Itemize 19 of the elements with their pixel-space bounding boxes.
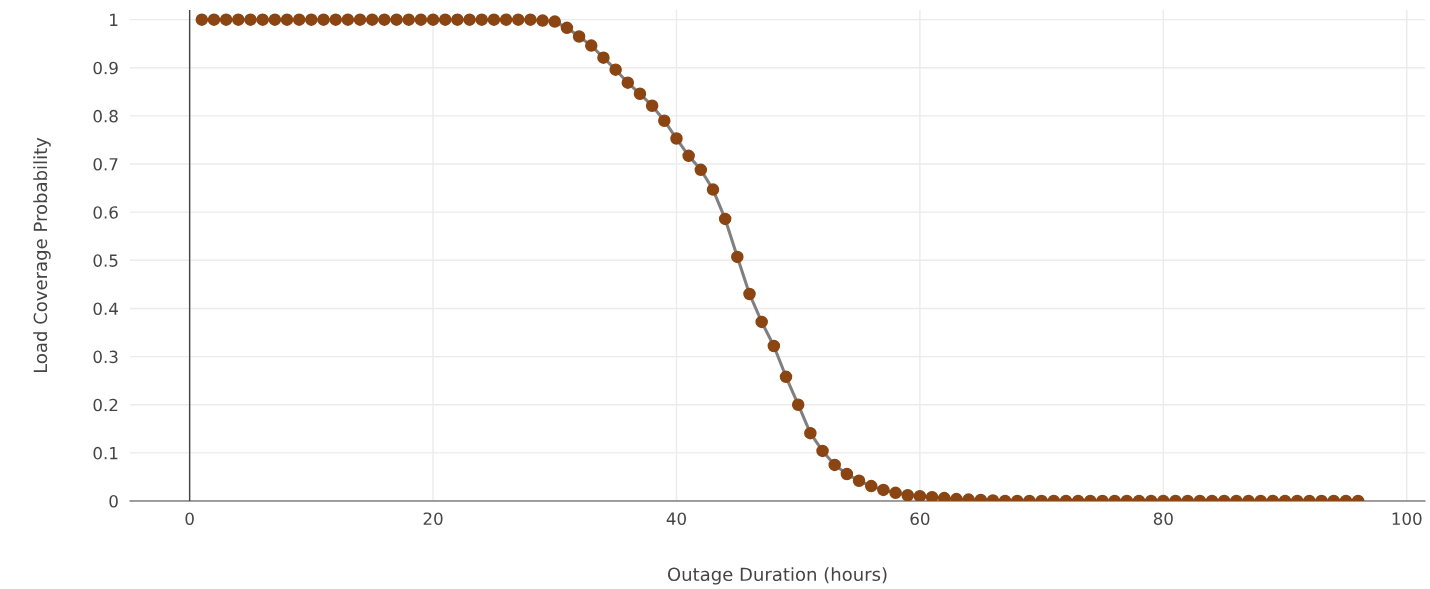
y-tick-label: 0.1 — [93, 446, 118, 460]
x-tick-label: 40 — [666, 512, 686, 526]
y-tick-label: 0.2 — [93, 398, 118, 412]
y-tick-label: 0.4 — [93, 302, 118, 316]
x-tick-label: 80 — [1153, 512, 1173, 526]
y-tick-label: 0.9 — [93, 61, 118, 75]
x-axis-title: Outage Duration (hours) — [667, 567, 887, 585]
y-tick-label: 0.7 — [93, 158, 118, 171]
y-axis-title: Load Coverage Probability — [33, 137, 51, 373]
x-tick-label: 0 — [185, 512, 194, 526]
x-tick-label: 100 — [1392, 512, 1422, 526]
y-tick-label: 0 — [109, 494, 118, 508]
x-tick-label: 20 — [423, 512, 443, 526]
y-tick-label: 0.8 — [93, 109, 118, 123]
y-tick-label: 0.5 — [93, 254, 118, 267]
y-tick-label: 1 — [110, 13, 118, 26]
y-tick-label: 0.6 — [93, 206, 118, 219]
y-tick-label: 0.3 — [93, 350, 118, 364]
x-tick-label: 60 — [910, 512, 930, 526]
